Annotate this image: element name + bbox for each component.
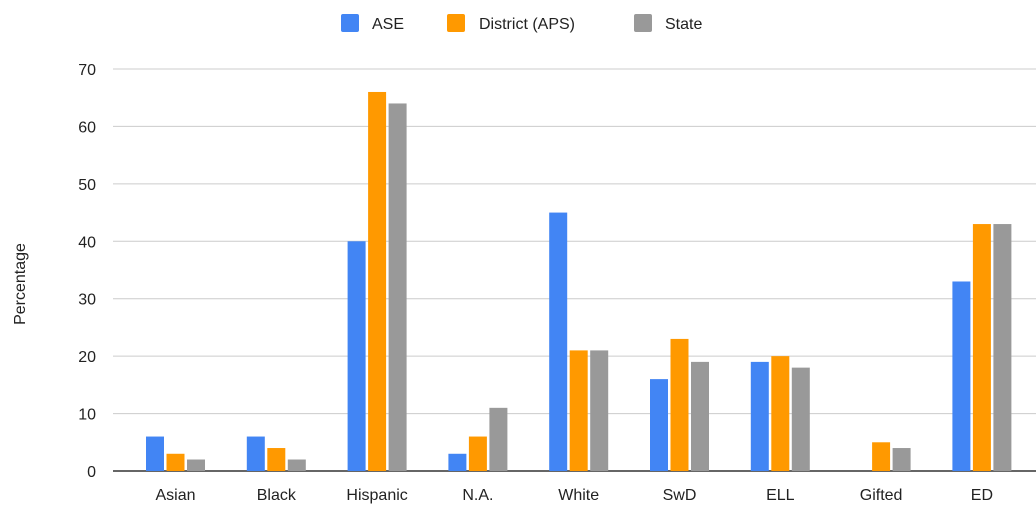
gridlines <box>113 68 1036 415</box>
x-tick-label: Hispanic <box>346 487 407 504</box>
legend-swatch <box>341 14 359 32</box>
legend-label: District (APS) <box>479 16 575 33</box>
bar-ase-hispanic <box>347 241 366 471</box>
x-tick-label: White <box>558 487 599 504</box>
y-tick-label: 10 <box>78 407 96 424</box>
x-tick-label: ELL <box>766 487 795 504</box>
bar-ase-ed <box>952 281 971 471</box>
y-tick-label: 40 <box>78 234 96 251</box>
x-tick-label: Asian <box>155 487 195 504</box>
bar-state-asian <box>187 459 205 471</box>
legend-label: State <box>665 16 702 33</box>
bar-district-aps-gifted <box>872 442 891 471</box>
bar-state-black <box>287 459 306 471</box>
y-tick-label: 60 <box>78 119 96 136</box>
bar-ase-n-a <box>448 453 467 471</box>
y-tick-label: 20 <box>78 349 96 366</box>
bar-state-swd <box>691 361 709 471</box>
x-tick-label: Black <box>257 487 297 504</box>
bar-district-aps-ed <box>972 224 991 471</box>
bar-ase-white <box>549 212 568 472</box>
bar-ase-swd <box>650 379 668 471</box>
legend-swatch <box>634 14 652 32</box>
bar-state-ed <box>993 224 1012 471</box>
bar-ase-ell <box>750 361 769 471</box>
bar-state-hispanic <box>388 103 407 471</box>
bar-district-aps-white <box>569 350 588 471</box>
axes: 0 10 20 30 40 50 60 70 Asian Black Hispanic N.A. Whi… <box>78 62 1036 504</box>
x-tick-label: SwD <box>663 487 697 504</box>
legend: ASE District (APS) State <box>341 14 702 33</box>
x-tick-label: ED <box>971 487 993 504</box>
x-tick-label: Gifted <box>860 487 903 504</box>
bar-state-gifted <box>892 448 911 471</box>
bar-district-aps-swd <box>670 338 689 471</box>
bar-ase-black <box>246 436 265 471</box>
y-axis-label: Percentage <box>12 243 29 325</box>
bar-district-aps-asian <box>166 453 185 471</box>
x-tick-label: N.A. <box>462 487 493 504</box>
bar-district-aps-n-a <box>468 436 487 471</box>
bar-district-aps-ell <box>771 356 790 471</box>
bar-state-white <box>590 350 609 471</box>
bar-state-ell <box>791 367 810 471</box>
bars <box>146 91 1012 472</box>
legend-swatch <box>447 14 465 32</box>
y-tick-label: 70 <box>78 62 96 79</box>
y-tick-label: 0 <box>87 464 96 481</box>
bar-district-aps-black <box>267 448 286 471</box>
bar-district-aps-hispanic <box>368 91 387 471</box>
bar-state-n-a <box>489 407 508 471</box>
y-tick-label: 50 <box>78 177 96 194</box>
legend-label: ASE <box>372 16 404 33</box>
y-tick-label: 30 <box>78 292 96 309</box>
bar-ase-asian <box>146 436 164 471</box>
